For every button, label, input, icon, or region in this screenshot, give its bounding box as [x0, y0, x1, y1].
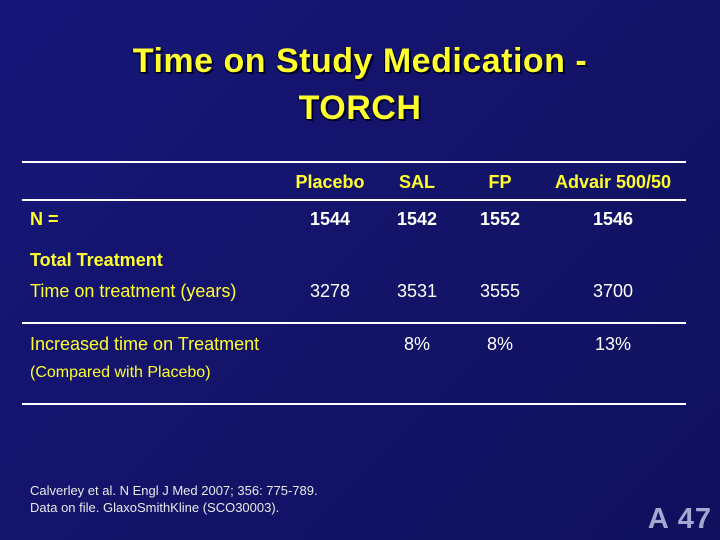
row-label-increase: Increased time on Treatment: [30, 334, 260, 354]
n-value-sal: 1542: [396, 209, 438, 229]
section-label-total-treatment: Total Treatment: [30, 250, 163, 270]
treatment-value-fp: 3555: [479, 281, 521, 301]
citation: Calverley et al. N Engl J Med 2007; 356:…: [30, 482, 318, 516]
slide-title: Time on Study Medication - TORCH: [0, 38, 720, 132]
increase-value-advair: 13%: [594, 334, 632, 354]
increase-value-fp: 8%: [486, 334, 513, 354]
citation-line1: Calverley et al. N Engl J Med 2007; 356:…: [30, 483, 318, 498]
divider-line-header: [22, 199, 686, 201]
n-value-placebo: 1544: [309, 209, 351, 229]
column-header-sal: SAL: [399, 172, 435, 192]
treatment-value-advair: 3700: [592, 281, 634, 301]
column-header-placebo: Placebo: [295, 172, 365, 192]
column-header-advair: Advair 500/50: [554, 172, 672, 192]
row-label-treatment-time: Time on treatment (years): [30, 281, 237, 301]
slide-number: A 47: [647, 503, 712, 535]
table-row-increase: Increased time on Treatment 8% 8% 13%: [22, 334, 686, 355]
column-header-fp: FP: [488, 172, 512, 192]
increase-value-sal: 8%: [403, 334, 430, 354]
n-value-fp: 1552: [479, 209, 521, 229]
treatment-value-placebo: 3278: [309, 281, 351, 301]
divider-line-middle: [22, 322, 686, 324]
row-label-n: N =: [30, 209, 59, 229]
divider-line-top: [22, 161, 686, 163]
slide-title-line1: Time on Study Medication -: [132, 42, 588, 80]
row-sublabel-compared-placebo: (Compared with Placebo): [30, 364, 211, 381]
table-header-row: Placebo SAL FP Advair 500/50: [22, 172, 686, 193]
divider-line-bottom: [22, 403, 686, 405]
table-row-treatment-time: Time on treatment (years) 3278 3531 3555…: [22, 281, 686, 302]
slide-title-line2: TORCH: [298, 89, 422, 127]
n-value-advair: 1546: [592, 209, 634, 229]
citation-line2: Data on file. GlaxoSmithKline (SCO30003)…: [30, 500, 280, 515]
treatment-value-sal: 3531: [396, 281, 438, 301]
table-row-n: N = 1544 1542 1552 1546: [22, 209, 686, 230]
